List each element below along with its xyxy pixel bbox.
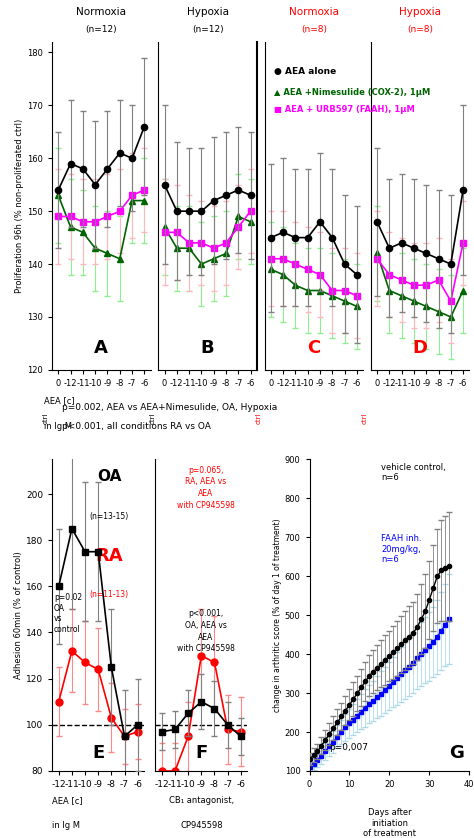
Text: AEA [c]: AEA [c]	[44, 396, 75, 405]
Text: F: F	[195, 743, 208, 762]
Text: vehicle control,
n=6: vehicle control, n=6	[382, 463, 446, 482]
Text: C: C	[307, 339, 320, 357]
Text: p=0.065,
RA, AEA vs
AEA
with CP945598: p=0.065, RA, AEA vs AEA with CP945598	[177, 466, 235, 510]
Text: D: D	[412, 339, 428, 357]
Text: p<0.001, all conditions RA vs OA: p<0.001, all conditions RA vs OA	[62, 422, 210, 431]
Text: FAAH inh.
20mg/kg,
n=6: FAAH inh. 20mg/kg, n=6	[382, 534, 422, 564]
Text: p<0.001,
OA, AEA vs
AEA
with CP945598: p<0.001, OA, AEA vs AEA with CP945598	[177, 609, 235, 654]
Text: ctrl: ctrl	[149, 412, 155, 424]
Text: (n=11-13): (n=11-13)	[90, 590, 129, 599]
Text: Days after
initiation
of treatment: Days after initiation of treatment	[363, 809, 416, 838]
Text: (n=13-15): (n=13-15)	[90, 512, 129, 521]
Text: E: E	[92, 743, 104, 762]
Text: ● AEA alone: ● AEA alone	[274, 67, 337, 76]
Text: (n=8): (n=8)	[407, 24, 433, 34]
Text: Normoxia: Normoxia	[289, 7, 339, 17]
Text: CB₁ antagonist,: CB₁ antagonist,	[169, 796, 234, 804]
Text: ctrl: ctrl	[43, 412, 49, 424]
Text: CP945598: CP945598	[180, 820, 223, 830]
Text: Normoxia: Normoxia	[76, 7, 127, 17]
Text: ■ AEA + URB597 (FAAH), 1μM: ■ AEA + URB597 (FAAH), 1μM	[274, 105, 415, 114]
Text: (n=8): (n=8)	[301, 24, 327, 34]
Text: OA: OA	[97, 468, 121, 484]
Text: p=0.002, AEA vs AEA+Nimesulide, OA, Hypoxia: p=0.002, AEA vs AEA+Nimesulide, OA, Hypo…	[62, 403, 277, 412]
Text: RA: RA	[95, 546, 123, 565]
Text: A: A	[94, 339, 108, 357]
Text: ctrl: ctrl	[255, 412, 262, 424]
Text: (n=12): (n=12)	[85, 24, 117, 34]
Text: Hypoxia: Hypoxia	[399, 7, 441, 17]
Y-axis label: Adhesion 60min (% of control): Adhesion 60min (% of control)	[14, 551, 23, 679]
Text: in lg M: in lg M	[44, 422, 72, 432]
Y-axis label: Proliferation 96h (% non-proliferated ctrl): Proliferation 96h (% non-proliferated ct…	[16, 119, 25, 293]
Text: G: G	[450, 743, 465, 762]
Text: ctrl: ctrl	[362, 412, 368, 424]
Text: Hypoxia: Hypoxia	[187, 7, 228, 17]
Text: AEA [c]: AEA [c]	[52, 796, 83, 804]
Text: p=0.02
OA
vs
control: p=0.02 OA vs control	[54, 593, 82, 634]
Text: p=0,007: p=0,007	[328, 743, 368, 753]
Text: in lg M: in lg M	[52, 820, 80, 830]
Text: (n=12): (n=12)	[192, 24, 223, 34]
Text: B: B	[201, 339, 214, 357]
Y-axis label: change in arthritic score (% of day 1 of treatment): change in arthritic score (% of day 1 of…	[273, 519, 282, 712]
Text: ▲ AEA +Nimesulide (COX-2), 1μM: ▲ AEA +Nimesulide (COX-2), 1μM	[274, 88, 430, 97]
